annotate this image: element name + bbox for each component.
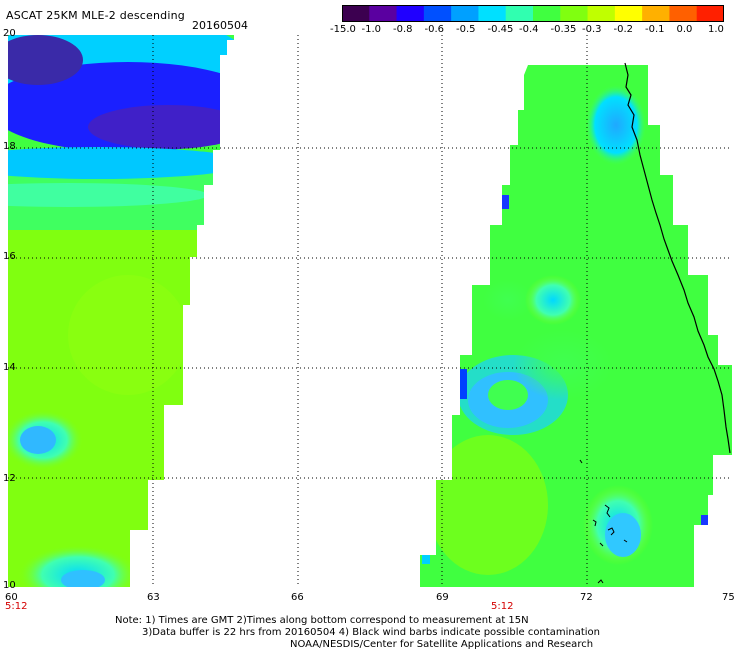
colorbar-label: -1.0 bbox=[361, 24, 382, 35]
note-line-1: Note: 1) Times are GMT 2)Times along bot… bbox=[115, 615, 529, 626]
pass-time-right: 5:12 bbox=[491, 601, 514, 612]
colorbar-cell bbox=[369, 5, 398, 22]
graticule bbox=[8, 35, 732, 587]
colorbar-label: 0.0 bbox=[676, 24, 693, 35]
lon-label-60: 60 bbox=[5, 592, 18, 603]
colorbar-cell bbox=[505, 5, 534, 22]
colorbar-cell bbox=[478, 5, 507, 22]
colorbar-cell bbox=[342, 5, 370, 22]
wind-swath-map bbox=[8, 35, 732, 587]
lat-label-10: 10 bbox=[3, 580, 16, 591]
colorbar-cell bbox=[396, 5, 425, 22]
colorbar-label: -0.4 bbox=[519, 24, 539, 35]
islands bbox=[579, 459, 628, 584]
colorbar-label: -15.0 bbox=[330, 24, 356, 35]
lat-label-20: 20 bbox=[3, 28, 16, 39]
right-swath bbox=[420, 65, 732, 587]
lon-label-75: 75 bbox=[722, 592, 735, 603]
lat-label-18: 18 bbox=[3, 141, 16, 152]
colorbar-cell bbox=[451, 5, 480, 22]
note-line-2: 3)Data buffer is 22 hrs from 20160504 4)… bbox=[142, 627, 600, 638]
lon-label-72: 72 bbox=[580, 592, 593, 603]
colorbar-label: -0.1 bbox=[645, 24, 665, 35]
colorbar-cell bbox=[560, 5, 589, 22]
colorbar-label: 1.0 bbox=[708, 24, 724, 35]
colorbar-cell bbox=[614, 5, 643, 22]
colorbar-label: -0.6 bbox=[424, 24, 445, 35]
colorbar-label: -0.5 bbox=[456, 24, 476, 35]
colorbar-label: -0.8 bbox=[393, 24, 413, 35]
colorbar-label: -0.45 bbox=[487, 24, 514, 35]
product-date: 20160504 bbox=[192, 19, 248, 32]
colorbar-cell bbox=[423, 5, 452, 22]
left-swath bbox=[8, 35, 234, 587]
colorbar bbox=[342, 5, 724, 22]
colorbar-label: -0.2 bbox=[613, 24, 634, 35]
colorbar-label: -0.35 bbox=[550, 24, 577, 35]
colorbar-cell bbox=[696, 5, 724, 22]
lon-label-69: 69 bbox=[436, 592, 449, 603]
lat-label-14: 14 bbox=[3, 362, 16, 373]
lat-label-12: 12 bbox=[3, 473, 16, 484]
coastline bbox=[624, 62, 731, 454]
pass-time-left: 5:12 bbox=[5, 601, 28, 612]
note-line-3: NOAA/NESDIS/Center for Satellite Applica… bbox=[290, 639, 594, 650]
colorbar-cell bbox=[587, 5, 616, 22]
lon-label-63: 63 bbox=[147, 592, 160, 603]
colorbar-cell bbox=[642, 5, 671, 22]
lat-label-16: 16 bbox=[3, 251, 16, 262]
lon-label-66: 66 bbox=[291, 592, 304, 603]
colorbar-label: -0.3 bbox=[582, 24, 602, 35]
colorbar-cell bbox=[669, 5, 698, 22]
colorbar-cell bbox=[533, 5, 561, 22]
product-title: ASCAT 25KM MLE-2 descending bbox=[6, 9, 185, 22]
